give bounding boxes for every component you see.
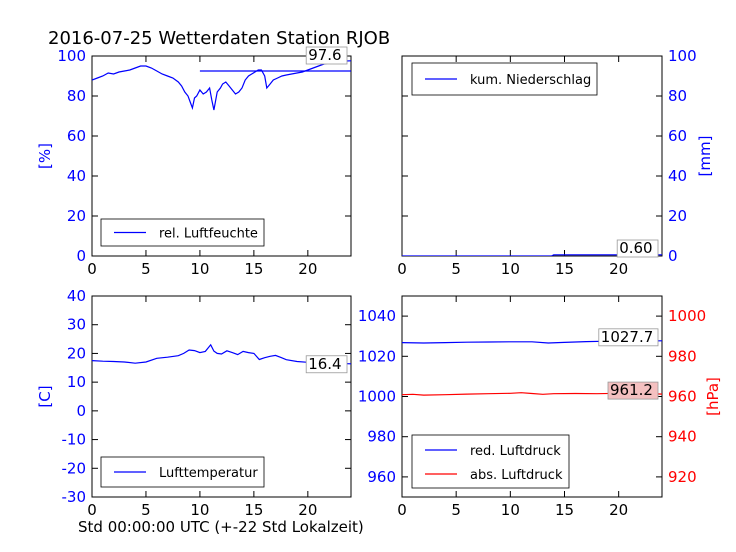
- x-tick-label: 10: [501, 501, 520, 519]
- legend-label-0: rel. Luftfeuchte: [159, 227, 258, 242]
- series-line-0: [92, 60, 351, 111]
- panel-bottom-right: 0 5 10 15 20 960 980 1000 1020 1040 920 940 960 980 10…: [358, 295, 722, 519]
- y-tick-label-right: 920: [668, 468, 697, 486]
- value-label-abs-luftdruck: 961.2: [610, 381, 653, 399]
- panel-top-left: 0 5 10 15 20 0 20 40 60 80 100 [%] 97.6 rel. Luftfeuc…: [36, 46, 352, 278]
- figure-title: 2016-07-25 Wetterdaten Station RJOB: [48, 28, 390, 49]
- y-tick-label: -20: [62, 459, 87, 477]
- y-tick-label: 0: [668, 247, 678, 265]
- figure-xlabel: Std 00:00:00 UTC (+-22 Std Lokalzeit): [78, 518, 364, 536]
- y-tick-label: 0: [76, 402, 86, 420]
- x-tick-label: 20: [298, 260, 317, 278]
- y-axis-label: [mm]: [696, 136, 714, 177]
- x-tick-label: 15: [555, 501, 574, 519]
- value-label-box: [305, 355, 348, 374]
- y-tick-label-left: 960: [367, 468, 396, 486]
- x-tick-label: 0: [397, 501, 407, 519]
- x-tick-label: 0: [87, 260, 97, 278]
- value-label-box: [305, 46, 348, 65]
- y-tick-label: 20: [67, 207, 86, 225]
- legend-label-0: red. Luftdruck: [470, 444, 561, 459]
- value-label-box: [616, 239, 659, 258]
- value-label: 16.4: [308, 355, 341, 373]
- y-tick-label: 30: [67, 316, 86, 334]
- series-line-0: [92, 343, 351, 365]
- y-tick-label-right: 1000: [668, 307, 706, 325]
- axes-frame: [91, 295, 352, 498]
- x-tick-label: 5: [451, 260, 461, 278]
- y-tick-label: 60: [668, 127, 687, 145]
- y-tick-label: 100: [668, 47, 697, 65]
- x-tick-label: 20: [609, 501, 628, 519]
- x-tick-label: 15: [244, 260, 263, 278]
- x-tick-label: 5: [141, 260, 151, 278]
- y-axis-label: [%]: [36, 143, 54, 169]
- y-tick-label-left: 1040: [358, 307, 396, 325]
- y-tick-label: -10: [62, 431, 87, 449]
- y-tick-label: 80: [668, 87, 687, 105]
- y-tick-label-left: 1000: [358, 388, 396, 406]
- x-tick-label: 10: [190, 260, 209, 278]
- x-tick-label: 10: [190, 501, 209, 519]
- y-tick-label: 20: [67, 344, 86, 362]
- x-tick-label: 0: [397, 260, 407, 278]
- value-label: 0.60: [619, 239, 652, 257]
- x-tick-label: 15: [555, 260, 574, 278]
- x-tick-label: 20: [609, 260, 628, 278]
- panel-top-right: 0 5 10 15 20 0 20 40 60 80 100 [mm] 0.60 kum. Nieders…: [397, 47, 714, 278]
- y-tick-label: 60: [67, 127, 86, 145]
- y-tick-label: 20: [668, 207, 687, 225]
- axes-frame: [91, 55, 352, 257]
- series-line-0: [402, 254, 662, 256]
- y-tick-label-right: 940: [668, 428, 697, 446]
- legend-label-0: kum. Niederschlag: [470, 73, 591, 88]
- x-tick-label: 5: [451, 501, 461, 519]
- y-axis-label: [C]: [36, 385, 54, 407]
- y-tick-label: 100: [57, 47, 86, 65]
- y-tick-label-left: 1020: [358, 347, 396, 365]
- y-tick-label: 80: [67, 87, 86, 105]
- panel-bottom-left: 0 5 10 15 20 -30 -20 -10 0 10 20 30 40 [C] 16.4 Lufttem…: [36, 287, 352, 519]
- y-tick-label: 40: [668, 167, 687, 185]
- value-label-red-luftdruck: 1027.7: [601, 328, 654, 346]
- y-tick-label: 40: [67, 287, 86, 305]
- x-tick-label: 0: [87, 501, 97, 519]
- value-label-abs-luftdruck-box: [607, 381, 659, 400]
- x-tick-label: 10: [501, 260, 520, 278]
- legend-label-0: Lufttemperatur: [159, 466, 258, 481]
- y-tick-label-right: 960: [668, 388, 697, 406]
- legend-box: [411, 434, 570, 489]
- y-tick-label: 40: [67, 167, 86, 185]
- legend-label-1: abs. Luftdruck: [470, 468, 563, 483]
- value-label: 97.6: [308, 46, 341, 64]
- y-tick-label: -30: [62, 488, 87, 506]
- value-label-red-luftdruck-box: [598, 328, 659, 347]
- y-tick-label: 0: [76, 247, 86, 265]
- y-tick-label-right: 980: [668, 347, 697, 365]
- y-axis-label-right: [hPa]: [704, 377, 722, 416]
- x-tick-label: 15: [244, 501, 263, 519]
- y-tick-label-left: 980: [367, 428, 396, 446]
- y-tick-label: 10: [67, 373, 86, 391]
- x-tick-label: 5: [141, 501, 151, 519]
- x-tick-label: 20: [298, 501, 317, 519]
